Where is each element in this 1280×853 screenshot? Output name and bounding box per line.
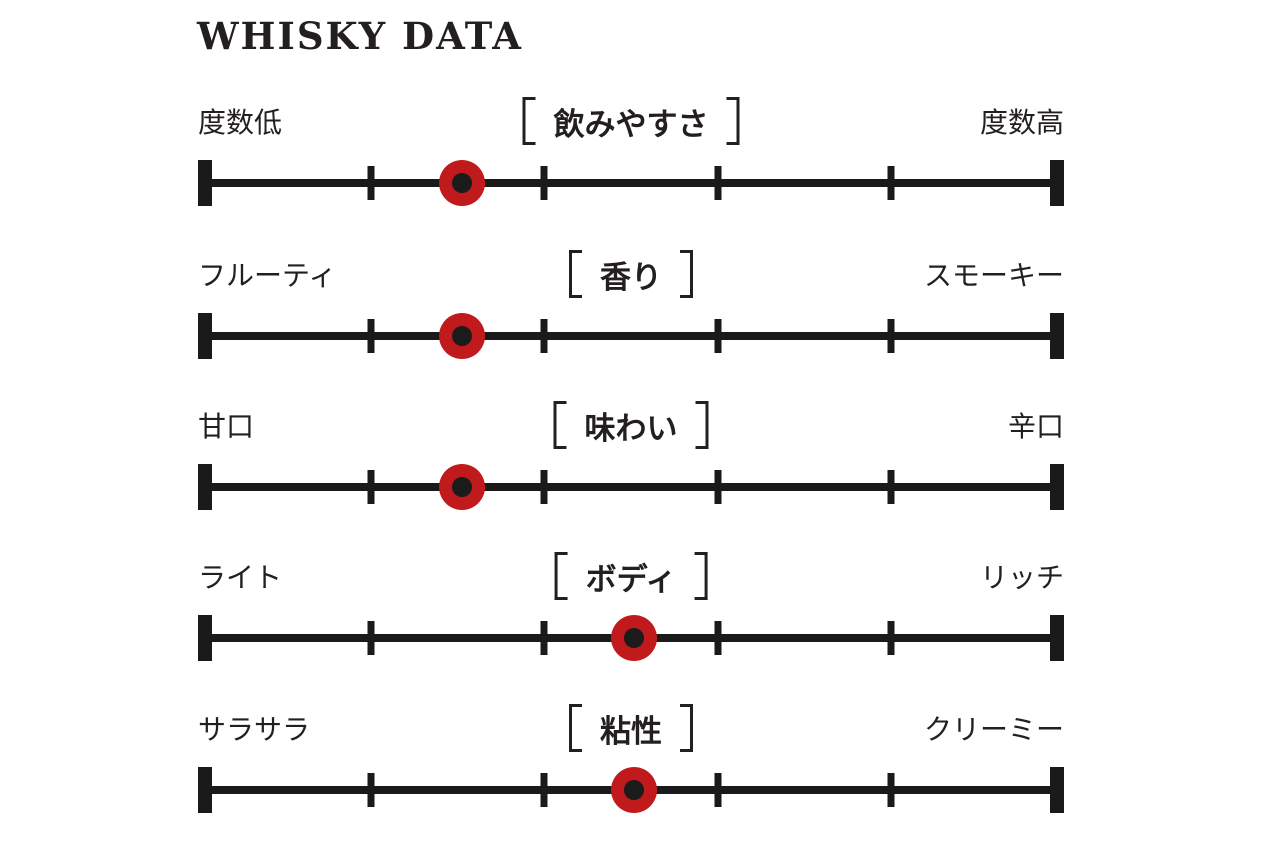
- scale-labels: サラサラ 粘性 クリーミー: [198, 702, 1064, 754]
- close-bracket-mark: [680, 250, 693, 298]
- scale-left-label: 度数低: [198, 107, 283, 138]
- scale-track: [198, 615, 1064, 661]
- tick-mark: [367, 319, 375, 353]
- close-bracket-mark: [680, 704, 693, 752]
- page-title: WHISKY DATA: [197, 14, 523, 58]
- tick-mark: [540, 621, 548, 655]
- tick-mark: [540, 166, 548, 200]
- track-end-cap-right: [1050, 767, 1064, 813]
- open-bracket-mark: [554, 552, 568, 600]
- scale-right-label: リッチ: [979, 562, 1064, 593]
- track-line: [198, 483, 1064, 491]
- close-bracket-mark: [694, 552, 708, 600]
- scale-labels: ライト ボディ リッチ: [198, 550, 1064, 602]
- open-bracket-mark: [522, 97, 536, 145]
- track-end-cap-right: [1050, 464, 1064, 510]
- track-line: [198, 332, 1064, 340]
- tick-mark: [714, 773, 722, 807]
- track-end-cap-right: [1050, 615, 1064, 661]
- scale-right-label: 度数高: [979, 107, 1064, 138]
- tick-mark: [887, 319, 895, 353]
- track-end-cap-right: [1050, 160, 1064, 206]
- close-bracket-mark: [726, 97, 740, 145]
- track-end-cap-left: [198, 767, 212, 813]
- track-end-cap-right: [1050, 313, 1064, 359]
- scale-title: 飲みやすさ: [553, 106, 709, 142]
- scale-labels: 甘口 味わい 辛口: [198, 399, 1064, 451]
- track-end-cap-left: [198, 313, 212, 359]
- tick-mark: [367, 621, 375, 655]
- tick-mark: [367, 773, 375, 807]
- scale-title-group: 粘性: [569, 704, 693, 752]
- tick-mark: [714, 319, 722, 353]
- tick-mark: [367, 470, 375, 504]
- value-marker-dot: [439, 160, 486, 206]
- tick-mark: [540, 470, 548, 504]
- scale-track: [198, 160, 1064, 206]
- scale-row-taste: 甘口 味わい 辛口: [198, 399, 1064, 511]
- scale-right-label: スモーキー: [923, 260, 1064, 291]
- scale-labels: 度数低 飲みやすさ 度数高: [198, 95, 1064, 147]
- scale-left-label: 甘口: [198, 411, 255, 442]
- value-marker-dot: [439, 313, 486, 359]
- scale-title-group: 飲みやすさ: [522, 97, 740, 145]
- track-line: [198, 179, 1064, 187]
- tick-mark: [540, 319, 548, 353]
- track-end-cap-left: [198, 464, 212, 510]
- scale-left-label: ライト: [198, 562, 283, 593]
- value-marker-dot: [439, 464, 486, 510]
- scale-track: [198, 313, 1064, 359]
- track-end-cap-left: [198, 615, 212, 661]
- scale-right-label: 辛口: [1007, 411, 1064, 442]
- scale-title-group: ボディ: [554, 552, 708, 600]
- tick-mark: [887, 166, 895, 200]
- tick-mark: [887, 621, 895, 655]
- open-bracket-mark: [569, 704, 582, 752]
- scale-row-drinkability: 度数低 飲みやすさ 度数高: [198, 95, 1064, 207]
- scale-row-body: ライト ボディ リッチ: [198, 550, 1064, 662]
- tick-mark: [887, 773, 895, 807]
- scale-track: [198, 767, 1064, 813]
- scale-title: 粘性: [600, 713, 662, 749]
- tick-mark: [887, 470, 895, 504]
- scale-row-viscosity: サラサラ 粘性 クリーミー: [198, 702, 1064, 814]
- scale-title-group: 香り: [569, 250, 693, 298]
- close-bracket-mark: [695, 401, 709, 449]
- scale-title-group: 味わい: [553, 401, 709, 449]
- tick-mark: [714, 621, 722, 655]
- tick-mark: [714, 166, 722, 200]
- scale-title: ボディ: [585, 561, 677, 597]
- tick-mark: [367, 166, 375, 200]
- scale-track: [198, 464, 1064, 510]
- scale-row-aroma: フルーティ 香り スモーキー: [198, 248, 1064, 360]
- scale-left-label: サラサラ: [198, 714, 311, 745]
- scale-title: 味わい: [584, 410, 678, 446]
- tick-mark: [714, 470, 722, 504]
- tick-mark: [540, 773, 548, 807]
- scale-left-label: フルーティ: [198, 260, 337, 291]
- open-bracket-mark: [569, 250, 582, 298]
- track-end-cap-left: [198, 160, 212, 206]
- scale-rows-container: 度数低 飲みやすさ 度数高 フルーテ: [198, 0, 1064, 853]
- value-marker-dot: [610, 615, 657, 661]
- open-bracket-mark: [553, 401, 567, 449]
- scale-labels: フルーティ 香り スモーキー: [198, 248, 1064, 300]
- scale-title: 香り: [600, 259, 662, 295]
- scale-right-label: クリーミー: [923, 714, 1064, 745]
- value-marker-dot: [610, 767, 657, 813]
